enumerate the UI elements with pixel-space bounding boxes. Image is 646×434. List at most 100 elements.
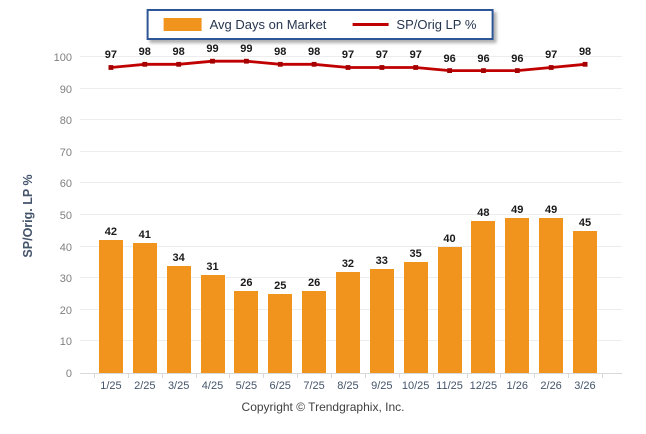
line-value-label: 97 — [409, 49, 422, 62]
line-value-label: 98 — [578, 46, 592, 59]
x-tick-label: 8/25 — [337, 380, 359, 392]
bar-value-label: 49 — [511, 204, 524, 217]
x-tick-label: 11/25 — [436, 380, 463, 392]
bar-column: 26 — [229, 277, 263, 373]
line-marker-icon — [582, 61, 588, 67]
line-marker-icon — [413, 65, 419, 70]
y-tick-label: 10 — [59, 336, 72, 349]
bars-layer: 42 41 34 31 26 25 26 32 33 35 40 48 49 49 45 — [80, 58, 622, 373]
y-axis-ticks: 0 10 20 30 40 50 60 70 80 90 100 — [30, 52, 72, 380]
bar-column: 41 — [128, 229, 162, 373]
x-tick-label: 1/25 — [100, 380, 122, 392]
line-value-label: 96 — [443, 52, 456, 65]
bar-value-label: 42 — [104, 226, 118, 239]
bar — [98, 240, 123, 373]
x-tick-label: 2/25 — [134, 380, 156, 392]
bar-value-label: 25 — [274, 280, 287, 292]
axis-tick — [568, 374, 570, 378]
y-tick-label: 0 — [65, 368, 72, 380]
axis-tick — [331, 374, 333, 378]
bar-column: 42 — [94, 226, 128, 373]
axis-tick — [297, 374, 299, 378]
bar-value-label: 48 — [477, 207, 490, 220]
x-tick-label: 4/25 — [201, 380, 224, 392]
x-axis-ticks — [80, 373, 622, 378]
line-marker-icon — [210, 58, 215, 64]
legend-bar-label: Avg Days on Market — [209, 17, 327, 32]
line-marker-icon — [108, 65, 114, 70]
bar — [234, 290, 259, 373]
line-value-label: 98 — [274, 46, 287, 59]
line-marker-icon — [277, 61, 283, 67]
line-marker-icon — [481, 68, 486, 73]
bar-value-label: 45 — [578, 216, 592, 229]
x-tick-label: 2/26 — [540, 380, 562, 392]
axis-tick — [94, 374, 95, 378]
copyright: Copyright © Trendgraphix, Inc. — [241, 400, 405, 414]
axis-tick — [195, 374, 197, 378]
bar — [505, 218, 530, 373]
bar-column: 49 — [500, 204, 534, 373]
axis-tick — [500, 374, 502, 378]
line-value-label: 96 — [477, 52, 490, 65]
axis-tick — [466, 374, 468, 378]
axis-tick — [263, 374, 265, 378]
axis-tick — [127, 374, 129, 378]
bar-column: 31 — [196, 261, 230, 373]
bar-column: 33 — [365, 255, 399, 373]
line-value-label: 99 — [206, 43, 219, 56]
line-layer — [108, 58, 588, 73]
x-axis-labels: 1/25 2/25 3/25 4/25 5/25 6/25 7/25 8/25 9/25 10/2… — [80, 380, 622, 392]
bar-value-label: 35 — [409, 248, 422, 261]
line-marker-icon — [447, 68, 452, 73]
axis-tick — [398, 374, 400, 378]
y-tick-label: 30 — [59, 273, 72, 286]
legend-line-swatch-icon — [352, 23, 389, 26]
axis-tick — [602, 374, 603, 378]
x-tick-label: 9/25 — [371, 380, 393, 392]
line-marker-icon — [548, 65, 554, 70]
bar-column: 49 — [534, 204, 568, 373]
bar-value-label: 41 — [138, 229, 151, 242]
gridline — [80, 56, 622, 57]
x-tick-label: 5/25 — [235, 380, 258, 392]
x-tick-label: 12/25 — [469, 380, 498, 392]
line-value-label: 98 — [172, 46, 185, 59]
bar — [403, 262, 428, 373]
bar — [302, 290, 327, 373]
legend-bar-swatch-icon — [163, 18, 202, 31]
line-marker-icon — [514, 68, 520, 73]
bar — [437, 246, 462, 373]
gridline — [80, 150, 622, 152]
bar — [572, 230, 597, 373]
legend-line-label: SP/Orig LP % — [396, 17, 477, 32]
y-tick-label: 100 — [53, 52, 72, 64]
line-value-label: 96 — [511, 52, 524, 65]
x-tick-label: 6/25 — [269, 380, 291, 392]
axis-tick — [432, 374, 434, 378]
bar-column: 35 — [399, 248, 433, 373]
line-marker-icon — [311, 61, 317, 67]
bar-value-label: 33 — [375, 254, 388, 267]
line-marker-icon — [379, 65, 385, 70]
line-value-label: 98 — [308, 46, 321, 59]
bar — [471, 221, 496, 373]
bar — [166, 265, 191, 373]
y-tick-label: 70 — [59, 146, 72, 159]
line-marker-icon — [345, 65, 351, 70]
x-tick-label: 3/25 — [167, 380, 190, 392]
legend: Avg Days on Market SP/Orig LP % — [146, 9, 494, 40]
bar-column: 45 — [568, 217, 602, 373]
bar — [268, 294, 293, 373]
line-value-label: 97 — [104, 49, 118, 62]
axis-tick — [229, 374, 231, 378]
line-value-label: 99 — [240, 43, 253, 56]
bar-value-label: 40 — [443, 232, 456, 245]
bar-column: 32 — [331, 258, 365, 373]
bar-value-label: 34 — [172, 251, 185, 264]
gridline — [80, 87, 622, 89]
plot-area: 42 41 34 31 26 25 26 32 33 35 40 48 49 49 45 97 98 98 99 9… — [80, 43, 622, 378]
y-tick-label: 60 — [59, 178, 72, 191]
y-tick-label: 80 — [59, 115, 72, 128]
line-value-label: 97 — [341, 49, 355, 62]
